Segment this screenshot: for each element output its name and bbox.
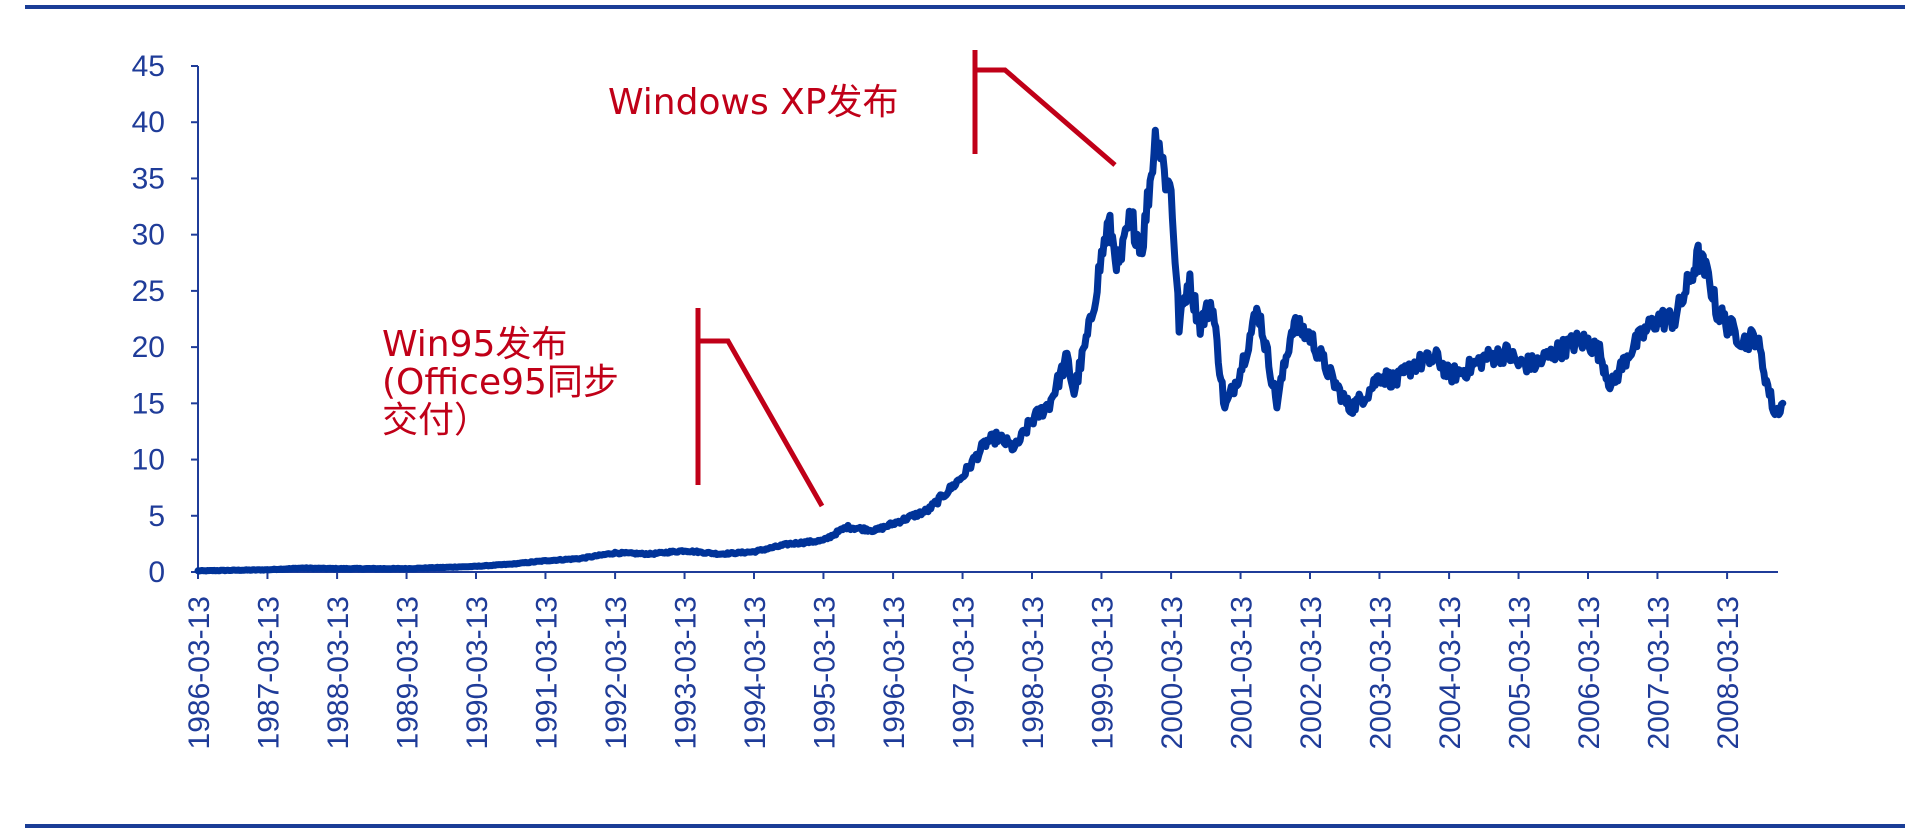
x-tick-label: 1990-03-13 <box>461 596 494 749</box>
x-axis: 1986-03-13 1987-03-13 1988-03-13 1989-03-13… <box>183 571 1778 749</box>
x-tick-label: 2000-03-13 <box>1156 596 1189 749</box>
annotation-pointer <box>698 338 825 508</box>
y-tick-label: 40 <box>132 106 165 139</box>
annotation-label: 交付） <box>382 400 490 441</box>
x-tick-label: 2005-03-13 <box>1504 596 1537 749</box>
x-tick-label: 2006-03-13 <box>1573 596 1606 749</box>
y-tick-label: 15 <box>132 387 165 420</box>
annotation-label: (Office95同步 <box>382 362 619 403</box>
annotation-label: Windows XP发布 <box>608 82 899 123</box>
y-tick-label: 35 <box>132 162 165 195</box>
x-tick-label: 2001-03-13 <box>1226 596 1259 749</box>
annotation-pointer <box>975 67 1117 167</box>
x-tick-label: 2007-03-13 <box>1642 596 1675 749</box>
x-tick-label: 1988-03-13 <box>322 596 355 749</box>
x-tick-label: 1989-03-13 <box>392 596 425 749</box>
y-tick-label: 45 <box>132 50 165 83</box>
x-tick-label: 1996-03-13 <box>878 596 911 749</box>
x-tick-label: 1991-03-13 <box>530 596 563 749</box>
y-tick-label: 10 <box>132 444 165 477</box>
y-tick-label: 30 <box>132 219 165 252</box>
x-tick-label: 1998-03-13 <box>1017 596 1050 749</box>
annotation-label: Win95发布 <box>382 324 567 365</box>
plot-area <box>194 126 1787 575</box>
x-tick-label: 1993-03-13 <box>670 596 703 749</box>
x-tick-label: 1995-03-13 <box>808 596 841 749</box>
y-tick-label: 20 <box>132 331 165 364</box>
x-tick-label: 1986-03-13 <box>183 596 216 749</box>
x-tick-label: 1992-03-13 <box>600 596 633 749</box>
x-tick-label: 1997-03-13 <box>948 596 981 749</box>
y-tick-label: 0 <box>148 556 165 589</box>
series-line <box>194 126 1787 575</box>
x-tick-label: 2003-03-13 <box>1364 596 1397 749</box>
y-axis: 0 5 10 15 20 25 30 35 40 45 <box>132 50 199 589</box>
x-tick-label: 2008-03-13 <box>1712 596 1745 749</box>
x-tick-label: 2002-03-13 <box>1295 596 1328 749</box>
y-tick-label: 25 <box>132 275 165 308</box>
x-tick-label: 2004-03-13 <box>1434 596 1467 749</box>
x-tick-label: 1999-03-13 <box>1086 596 1119 749</box>
y-tick-label: 5 <box>148 500 165 533</box>
x-tick-label: 1987-03-13 <box>252 596 285 749</box>
x-tick-label: 1994-03-13 <box>739 596 772 749</box>
